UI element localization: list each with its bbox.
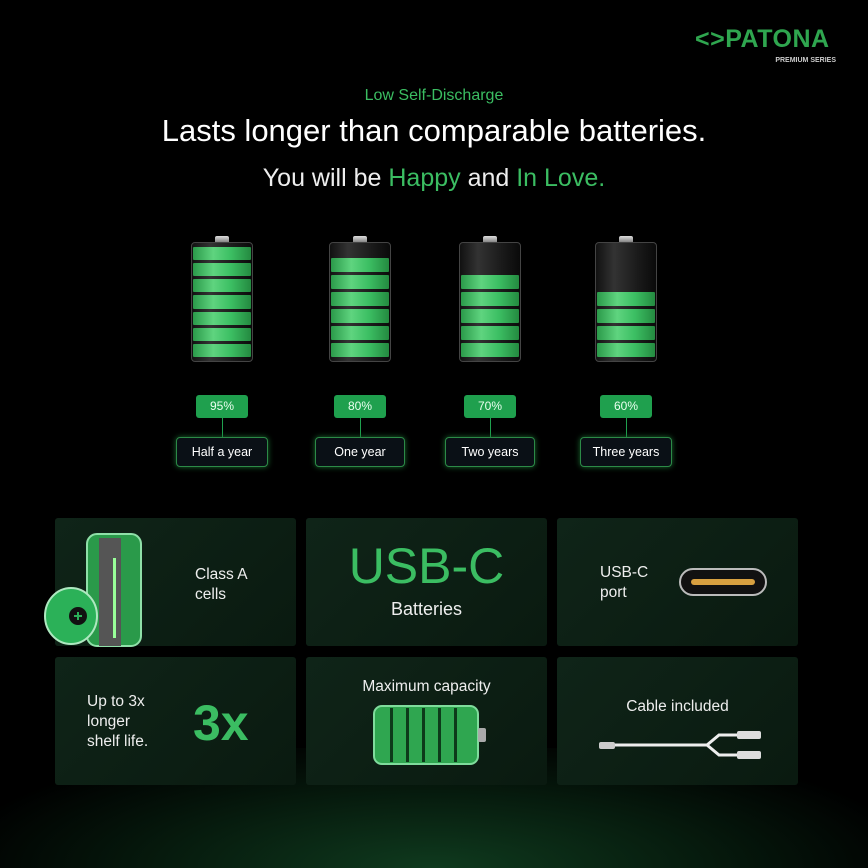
battery-cap [619, 236, 633, 243]
patona-logo: <>PATONA PREMIUM SERIES [695, 26, 840, 68]
card-shelf-life: Up to 3x longer shelf life. 3x [55, 657, 296, 785]
charge-segment [193, 279, 251, 293]
connector-line [626, 418, 627, 438]
usbc-heading: USB-C [348, 538, 505, 594]
charge-segment [331, 309, 389, 323]
duration-label: Half a year [176, 437, 268, 467]
usbc-sub: Batteries [390, 599, 463, 619]
charge-segment [461, 275, 519, 289]
percent-badge: 60% [600, 395, 652, 418]
battery-cells-icon [44, 533, 142, 647]
battery-body [329, 242, 391, 362]
battery-cap [215, 236, 229, 243]
page-title: Lasts longer than comparable batteries. [161, 113, 707, 148]
card-capacity: Maximum capacity [306, 657, 547, 785]
shelf-big: 3x [193, 695, 249, 751]
class-a-text: Class A cells [195, 566, 247, 603]
cable-text: Cable included [626, 698, 729, 715]
usbc-port-icon [679, 568, 767, 596]
charge-segment [597, 309, 655, 323]
battery-graphic [191, 236, 253, 364]
charge-segment [331, 292, 389, 306]
charge-segment [331, 343, 389, 357]
logo-name: PATONA [725, 25, 830, 53]
card-usbc: USB-C Batteries [306, 518, 547, 646]
logo-tagline: PREMIUM SERIES [775, 57, 836, 64]
connector-line [222, 418, 223, 438]
battery-body [191, 242, 253, 362]
shelf-text: Up to 3x longer shelf life. [87, 693, 149, 750]
charge-segment [331, 275, 389, 289]
subtitle-in-love: In Love. [516, 164, 606, 192]
port-text: USB-C port [600, 564, 649, 601]
subtitle: You will be Happy and In Love. [0, 163, 868, 193]
charge-segment [331, 326, 389, 340]
charge-segment [461, 326, 519, 340]
full-battery-icon [373, 705, 486, 765]
battery-body [459, 242, 521, 362]
card-port: USB-C port [557, 518, 798, 646]
charge-segment [193, 327, 251, 341]
charge-segment [461, 292, 519, 306]
charge-segment [331, 258, 389, 272]
battery-graphic [595, 236, 657, 364]
charge-segment [597, 343, 655, 357]
charge-segment [193, 263, 251, 277]
battery-graphic [329, 236, 391, 364]
subtitle-happy: Happy [388, 164, 461, 192]
subtitle-mid: and [460, 164, 517, 192]
duration-label: Two years [445, 437, 535, 467]
subtitle-pre: You will be [262, 164, 389, 192]
charge-segment [193, 343, 251, 357]
battery-graphic [459, 236, 521, 364]
card-cable: Cable included [557, 657, 798, 785]
charge-segment [193, 247, 251, 261]
percent-badge: 95% [196, 395, 248, 418]
charge-segment [461, 343, 519, 357]
battery-body [595, 242, 657, 362]
capacity-text: Maximum capacity [362, 678, 491, 695]
logo-text: <>PATONA [695, 25, 830, 53]
charge-segment [461, 309, 519, 323]
duration-label: Three years [580, 437, 672, 467]
kicker: Low Self-Discharge [364, 87, 504, 104]
duration-label: One year [315, 437, 405, 467]
percent-badge: 80% [334, 395, 386, 418]
cable-icon [599, 731, 761, 759]
charge-segment [193, 311, 251, 325]
battery-cap [483, 236, 497, 243]
charge-segment [597, 292, 655, 306]
percent-badge: 70% [464, 395, 516, 418]
card-class-a: Class A cells [44, 518, 296, 647]
charge-segment [597, 326, 655, 340]
battery-cap [353, 236, 367, 243]
connector-line [360, 418, 361, 438]
charge-segment [193, 295, 251, 309]
connector-line [490, 418, 491, 438]
